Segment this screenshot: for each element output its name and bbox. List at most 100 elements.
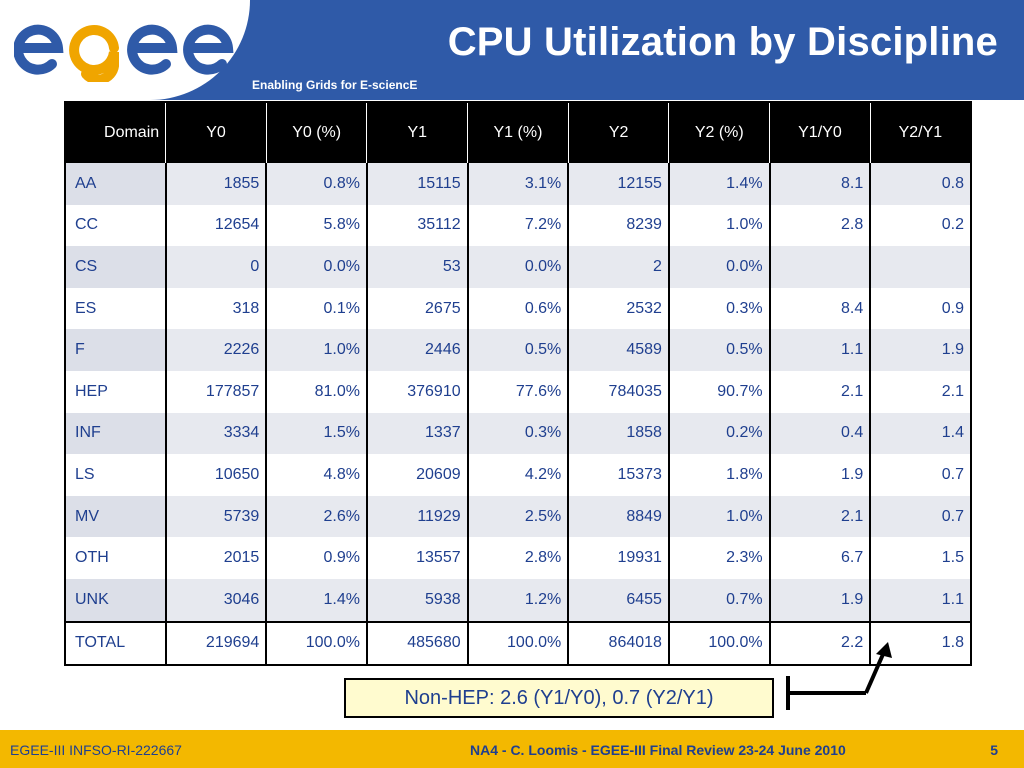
value-cell: 1.8%	[667, 454, 770, 496]
value-cell: 376910	[365, 370, 468, 413]
non-hep-callout: Non-HEP: 2.6 (Y1/Y0), 0.7 (Y2/Y1)	[344, 678, 774, 718]
value-cell: 0.2	[869, 204, 971, 247]
column-header: Y0	[165, 102, 267, 163]
value-cell: 19931	[567, 537, 669, 579]
value-cell: 2.1	[869, 370, 971, 413]
value-cell: 4.8%	[265, 454, 367, 496]
table-row: OTH 2015 0.9% 13557 2.8% 19931 2.3% 6.7 1.5	[65, 537, 971, 579]
total-value-cell: 219694	[164, 620, 267, 666]
value-cell: 2.1	[768, 495, 871, 538]
domain-cell: LS	[65, 454, 166, 496]
value-cell: 1.9	[768, 454, 871, 496]
total-value-cell: 1.8	[869, 620, 971, 666]
value-cell: 2532	[567, 287, 669, 330]
footer-presentation-info: NA4 - C. Loomis - EGEE-III Final Review …	[470, 742, 846, 758]
value-cell: 0.2%	[667, 412, 770, 455]
value-cell: 3.1%	[466, 163, 569, 205]
value-cell: 2446	[365, 329, 468, 371]
value-cell: 8.1	[768, 163, 871, 205]
footer-project-id: EGEE-III INFSO-RI-222667	[10, 742, 182, 758]
column-header: Y2	[567, 102, 669, 163]
domain-cell: ES	[65, 287, 166, 330]
table-header-row: Domain Y0 Y0 (%) Y1 Y1 (%) Y2 Y2 (%) Y1/Y0 Y2/Y1	[65, 102, 971, 163]
value-cell	[869, 246, 971, 288]
table-row: MV 5739 2.6% 11929 2.5% 8849 1.0% 2.1 0.7	[65, 495, 971, 538]
table-row: LS 10650 4.8% 20609 4.2% 15373 1.8% 1.9 0.7	[65, 454, 971, 496]
total-value-cell: 100.0%	[667, 620, 770, 666]
egee-logo	[14, 24, 234, 82]
domain-cell: CS	[65, 246, 166, 288]
value-cell: 1.1	[869, 578, 971, 622]
value-cell: 2675	[365, 287, 468, 330]
column-header: Domain	[65, 102, 166, 163]
value-cell: 1.5%	[265, 412, 367, 455]
value-cell: 1.0%	[265, 329, 367, 371]
page-subtitle: Enabling Grids for E-sciencE	[252, 78, 418, 92]
value-cell: 15373	[567, 454, 669, 496]
value-cell: 1.1	[768, 329, 871, 371]
value-cell: 8.4	[768, 287, 871, 330]
value-cell: 11929	[365, 495, 468, 538]
total-value-cell: 100.0%	[466, 620, 569, 666]
value-cell: 0.8	[869, 163, 971, 205]
column-header: Y1/Y0	[769, 102, 871, 163]
value-cell: 90.7%	[667, 370, 770, 413]
domain-cell: CC	[65, 204, 166, 247]
column-header: Y0 (%)	[265, 102, 367, 163]
value-cell: 6455	[567, 578, 669, 622]
total-label-cell: TOTAL	[65, 620, 166, 666]
value-cell: 3334	[164, 412, 267, 455]
domain-cell: HEP	[65, 370, 166, 413]
value-cell: 13557	[365, 537, 468, 579]
value-cell: 2	[567, 246, 669, 288]
value-cell: 0.7	[869, 454, 971, 496]
value-cell: 8239	[567, 204, 669, 247]
value-cell: 0.0%	[466, 246, 569, 288]
value-cell: 12654	[164, 204, 267, 247]
domain-cell: AA	[65, 163, 166, 205]
value-cell: 2.8%	[466, 537, 569, 579]
value-cell: 1.5	[869, 537, 971, 579]
footer-bar: EGEE-III INFSO-RI-222667 NA4 - C. Loomis…	[0, 730, 1024, 768]
value-cell: 53	[365, 246, 468, 288]
domain-cell: OTH	[65, 537, 166, 579]
page-title: CPU Utilization by Discipline	[447, 20, 998, 64]
column-header: Y2 (%)	[668, 102, 770, 163]
value-cell: 1337	[365, 412, 468, 455]
value-cell: 0.8%	[265, 163, 367, 205]
value-cell: 3046	[164, 578, 267, 622]
value-cell: 1.9	[869, 329, 971, 371]
column-header: Y1	[366, 102, 468, 163]
value-cell: 20609	[365, 454, 468, 496]
value-cell: 1.0%	[667, 204, 770, 247]
table-row: CC 12654 5.8% 35112 7.2% 8239 1.0% 2.8 0.2	[65, 204, 971, 247]
value-cell: 0.3%	[466, 412, 569, 455]
table-total-row: TOTAL 219694 100.0% 485680 100.0% 864018 100.0…	[65, 620, 971, 666]
value-cell: 784035	[567, 370, 669, 413]
value-cell	[768, 246, 871, 288]
table-row: F 2226 1.0% 2446 0.5% 4589 0.5% 1.1 1.9	[65, 329, 971, 371]
value-cell: 81.0%	[265, 370, 367, 413]
table-row: INF 3334 1.5% 1337 0.3% 1858 0.2% 0.4 1.4	[65, 412, 971, 455]
value-cell: 1.4	[869, 412, 971, 455]
column-header: Y1 (%)	[467, 102, 569, 163]
value-cell: 1858	[567, 412, 669, 455]
callout-arrow	[786, 642, 892, 710]
table-row: HEP 177857 81.0% 376910 77.6% 784035 90.7% 2.1 2…	[65, 370, 971, 413]
value-cell: 2.3%	[667, 537, 770, 579]
domain-cell: INF	[65, 412, 166, 455]
value-cell: 2226	[164, 329, 267, 371]
value-cell: 0.6%	[466, 287, 569, 330]
domain-cell: F	[65, 329, 166, 371]
value-cell: 2.6%	[265, 495, 367, 538]
value-cell: 8849	[567, 495, 669, 538]
value-cell: 1.4%	[667, 163, 770, 205]
total-value-cell: 100.0%	[265, 620, 367, 666]
value-cell: 0.0%	[265, 246, 367, 288]
value-cell: 2.1	[768, 370, 871, 413]
value-cell: 0.9	[869, 287, 971, 330]
domain-cell: UNK	[65, 578, 166, 622]
table-row: CS 0 0.0% 53 0.0% 2 0.0%	[65, 246, 971, 288]
value-cell: 0.7%	[667, 578, 770, 622]
domain-cell: MV	[65, 495, 166, 538]
